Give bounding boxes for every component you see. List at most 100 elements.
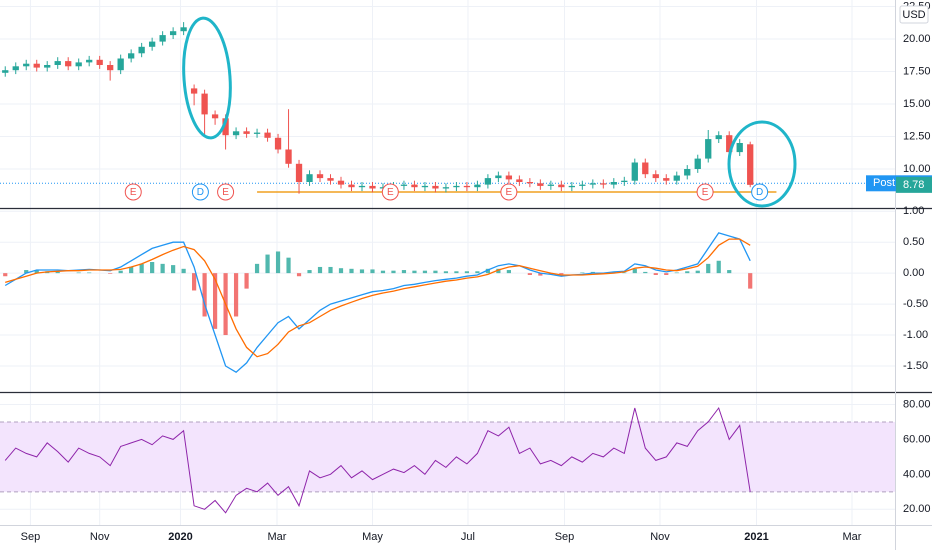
histogram-bar bbox=[192, 273, 197, 291]
y-tick-label: 10.00 bbox=[903, 163, 931, 175]
histogram-bar bbox=[254, 263, 260, 274]
histogram-bar bbox=[475, 271, 480, 274]
x-tick-label: May bbox=[362, 531, 383, 543]
drawn-circle bbox=[182, 16, 232, 140]
candle-body bbox=[264, 132, 271, 138]
candle-body bbox=[589, 183, 596, 185]
histogram-bar bbox=[748, 273, 753, 289]
candle-body bbox=[421, 185, 429, 188]
candle-body bbox=[33, 63, 40, 68]
candle-body bbox=[526, 182, 534, 184]
candle-body bbox=[243, 131, 250, 134]
candle-body bbox=[180, 27, 187, 32]
histogram-bar bbox=[244, 273, 249, 289]
candle-body bbox=[684, 169, 691, 176]
histogram-bar bbox=[496, 268, 501, 274]
x-tick-label: 2021 bbox=[744, 531, 768, 543]
y-tick-label: -1.50 bbox=[903, 360, 928, 372]
histogram-bar bbox=[171, 265, 176, 274]
histogram-bar bbox=[380, 270, 386, 274]
y-tick-label: 1.00 bbox=[903, 205, 924, 217]
x-tick-label: 2020 bbox=[168, 531, 192, 543]
candle-body bbox=[128, 53, 135, 59]
histogram-bar bbox=[433, 270, 438, 274]
candle-body bbox=[505, 175, 513, 180]
candle-body bbox=[537, 183, 544, 186]
currency-label: USD bbox=[902, 9, 925, 21]
event-label: E bbox=[222, 187, 229, 198]
candle-body bbox=[295, 163, 303, 182]
candle-body bbox=[65, 61, 72, 67]
histogram-bar bbox=[506, 270, 511, 274]
candle-body bbox=[495, 175, 502, 179]
candle-body bbox=[747, 144, 754, 185]
post-label: Post bbox=[873, 177, 895, 189]
candle-body bbox=[705, 139, 712, 159]
histogram-bar bbox=[485, 268, 490, 274]
event-label: E bbox=[506, 187, 513, 198]
y-tick-label: 20.00 bbox=[903, 33, 931, 45]
histogram-bar bbox=[727, 270, 732, 274]
event-marker bbox=[217, 183, 235, 201]
x-tick-label: Sep bbox=[555, 531, 575, 543]
histogram-bar bbox=[296, 273, 302, 277]
candle-body bbox=[453, 185, 460, 188]
candle-body bbox=[642, 162, 649, 175]
histogram-bar bbox=[349, 268, 354, 274]
event-marker bbox=[381, 183, 399, 201]
event-label: D bbox=[197, 187, 204, 198]
histogram-bar bbox=[401, 270, 407, 274]
candle-body bbox=[12, 66, 19, 71]
histogram-bar bbox=[359, 269, 365, 274]
x-tick-label: Mar bbox=[843, 531, 862, 543]
event-label: E bbox=[702, 187, 709, 198]
candle-body bbox=[327, 178, 334, 181]
histogram-bar bbox=[118, 270, 123, 274]
last-price-box bbox=[896, 176, 932, 193]
candle-body bbox=[736, 143, 743, 153]
candle-body bbox=[673, 175, 680, 181]
candle-body bbox=[44, 65, 51, 68]
histogram-bar bbox=[212, 273, 218, 329]
histogram-bar bbox=[454, 271, 459, 274]
candle-body bbox=[463, 185, 471, 188]
candle-body bbox=[201, 93, 208, 115]
x-tick-label: Nov bbox=[650, 531, 670, 543]
y-tick-label: 40.00 bbox=[903, 468, 931, 480]
histogram-bar bbox=[464, 271, 470, 274]
candle-body bbox=[558, 184, 565, 188]
y-tick-label: 15.00 bbox=[903, 98, 931, 110]
histogram-bar bbox=[160, 263, 165, 274]
histogram-bar bbox=[24, 270, 29, 274]
histogram-bar bbox=[653, 273, 658, 275]
candle-body bbox=[285, 149, 292, 164]
histogram-bar bbox=[527, 273, 532, 275]
candle-body bbox=[610, 182, 617, 185]
event-label: E bbox=[387, 187, 394, 198]
candle-body bbox=[400, 184, 408, 186]
event-label: E bbox=[130, 187, 137, 198]
event-marker bbox=[500, 183, 518, 201]
candle-body bbox=[579, 184, 586, 186]
event-marker bbox=[696, 183, 714, 201]
candle-body bbox=[348, 184, 355, 188]
histogram-bar bbox=[685, 271, 690, 274]
candle-body bbox=[484, 178, 492, 185]
y-tick-label: 0.50 bbox=[903, 236, 924, 248]
histogram-bar bbox=[87, 272, 92, 274]
candle-body bbox=[222, 118, 229, 136]
candle-body bbox=[726, 135, 733, 153]
histogram-bar bbox=[150, 262, 155, 274]
histogram-bar bbox=[674, 272, 679, 274]
histogram-bar bbox=[695, 270, 700, 274]
histogram-bar bbox=[580, 272, 585, 274]
histogram-bar bbox=[706, 263, 711, 274]
histogram-bar bbox=[538, 273, 543, 276]
candle-body bbox=[54, 61, 61, 65]
candle-body bbox=[694, 158, 701, 169]
candle-body bbox=[337, 180, 345, 185]
candle-body bbox=[621, 180, 628, 182]
candle-body bbox=[211, 114, 219, 119]
